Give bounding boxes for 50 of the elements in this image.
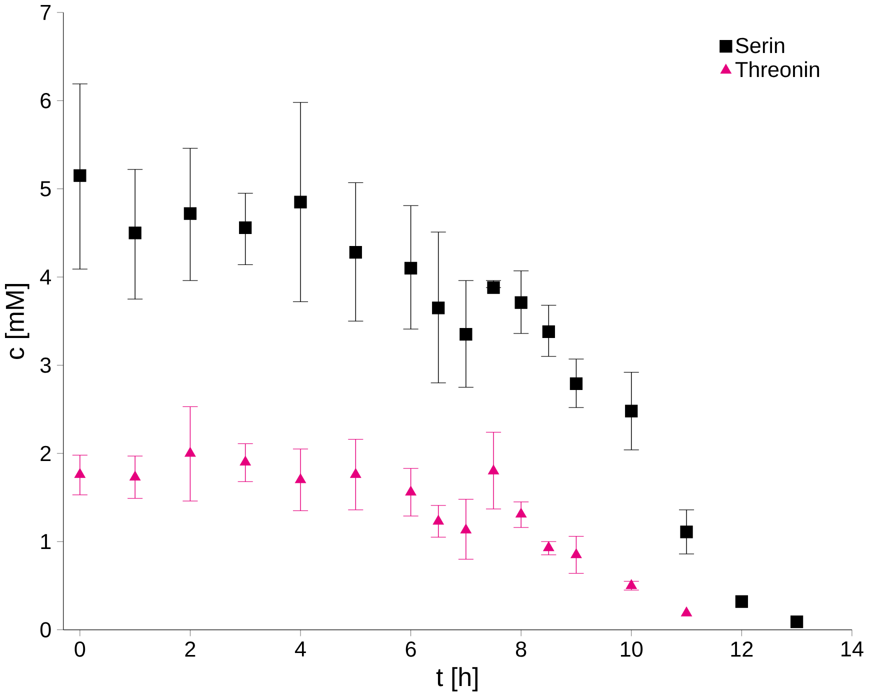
- point: [516, 508, 527, 518]
- legend-label: Threonin: [735, 61, 820, 77]
- x-tick-label: 8: [516, 641, 526, 657]
- point: [404, 262, 418, 274]
- x-tick-label: 0: [74, 641, 86, 657]
- x-tick-label: 14: [842, 641, 864, 656]
- point: [460, 328, 472, 340]
- point: [514, 296, 528, 309]
- point: [239, 221, 252, 234]
- y-tick-label: 4: [40, 269, 52, 284]
- point: [130, 470, 141, 480]
- point: [74, 468, 86, 478]
- point: [543, 541, 554, 551]
- point: [681, 606, 692, 616]
- point: [487, 281, 500, 294]
- point: [349, 246, 362, 258]
- x-axis-title: t [h]: [436, 666, 478, 692]
- y-tick-label: 2: [40, 446, 51, 461]
- point: [184, 206, 197, 220]
- point: [432, 514, 444, 524]
- point: [294, 473, 306, 483]
- y-tick-label: 5: [40, 181, 51, 196]
- y-tick-label: 3: [40, 357, 51, 373]
- point: [488, 464, 500, 474]
- x-tick-label: 12: [731, 641, 753, 656]
- point: [184, 446, 196, 456]
- point: [240, 456, 251, 466]
- y-tick-label: 7: [40, 4, 51, 20]
- x-tick-label: 2: [185, 641, 196, 656]
- point: [74, 169, 86, 182]
- point: [680, 525, 693, 538]
- point: [570, 377, 583, 390]
- point: [460, 524, 472, 534]
- y-axis-title: c [mM]: [5, 284, 30, 359]
- point: [405, 486, 416, 496]
- legend-label: Serin: [736, 37, 784, 53]
- point: [432, 301, 445, 314]
- point: [294, 196, 307, 208]
- point: [626, 579, 637, 589]
- point: [570, 548, 582, 558]
- point: [128, 226, 142, 240]
- point: [350, 468, 362, 478]
- y-tick-label: 0: [40, 622, 51, 638]
- y-tick-label: 1: [41, 534, 51, 549]
- point: [625, 404, 638, 418]
- x-tick-label: 4: [294, 641, 306, 656]
- y-tick-label: 6: [40, 92, 51, 108]
- x-tick-label: 10: [620, 641, 643, 657]
- x-tick-label: 6: [406, 641, 416, 657]
- point: [542, 325, 555, 338]
